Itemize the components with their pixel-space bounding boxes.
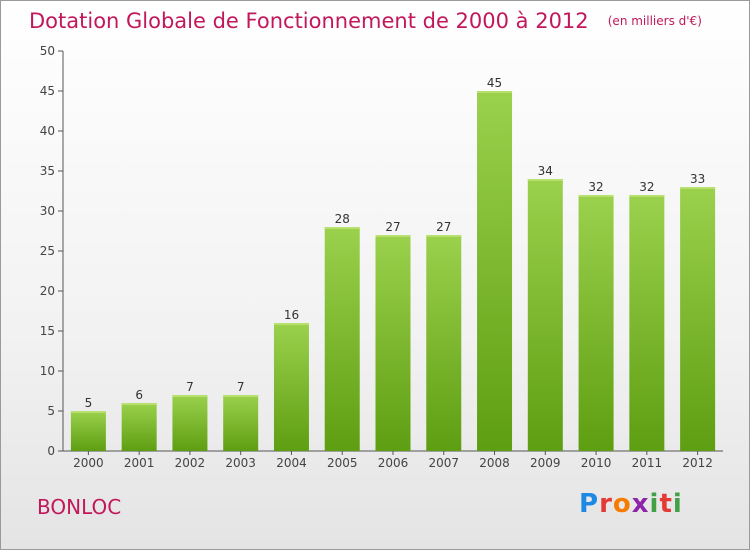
y-tick-label: 30 bbox=[40, 204, 55, 218]
y-tick-label: 0 bbox=[47, 444, 55, 458]
bar-top-edge bbox=[273, 323, 309, 325]
y-tick-label: 40 bbox=[40, 124, 55, 138]
x-tick-label: 2008 bbox=[479, 456, 510, 470]
y-tick-label: 25 bbox=[40, 244, 55, 258]
bar-2003 bbox=[223, 395, 259, 451]
logo-letter: P bbox=[579, 489, 600, 519]
commune-name: BONLOC bbox=[37, 495, 122, 519]
bar-top-edge bbox=[223, 395, 259, 397]
bar-top-edge bbox=[680, 187, 716, 189]
chart-subtitle: (en milliers d'€) bbox=[607, 14, 702, 28]
data-label: 7 bbox=[186, 380, 194, 394]
data-label: 34 bbox=[538, 164, 553, 178]
logo-letter: t bbox=[659, 489, 673, 519]
data-label: 16 bbox=[284, 308, 299, 322]
data-label: 32 bbox=[639, 180, 654, 194]
axes: 0 5 10 15 20 25 30 35 40 45 50 bbox=[40, 44, 723, 458]
chart-title: Dotation Globale de Fonctionnement de 20… bbox=[29, 9, 589, 33]
bar-2012 bbox=[680, 187, 716, 451]
data-label: 28 bbox=[335, 212, 350, 226]
bar-top-edge bbox=[477, 91, 513, 93]
bar-top-edge bbox=[172, 395, 208, 397]
bar-2004 bbox=[273, 323, 309, 451]
bar-top-edge bbox=[527, 179, 563, 181]
data-label: 6 bbox=[135, 388, 143, 402]
y-tick-label: 50 bbox=[40, 44, 55, 58]
bar-2000 bbox=[70, 411, 106, 451]
x-tick-label: 2005 bbox=[327, 456, 358, 470]
data-label: 5 bbox=[85, 396, 93, 410]
bar-top-edge bbox=[578, 195, 614, 197]
x-tick-label: 2012 bbox=[682, 456, 713, 470]
bar-2006 bbox=[375, 235, 411, 451]
x-tick-label: 2009 bbox=[530, 456, 561, 470]
bar-2002 bbox=[172, 395, 208, 451]
data-label: 27 bbox=[436, 220, 451, 234]
bar-2008 bbox=[477, 91, 513, 451]
bar-2009 bbox=[527, 179, 563, 451]
data-label: 7 bbox=[237, 380, 245, 394]
bar-top-edge bbox=[324, 227, 360, 229]
bar-2005 bbox=[324, 227, 360, 451]
y-tick-label: 15 bbox=[40, 324, 55, 338]
x-tick-label: 2001 bbox=[124, 456, 155, 470]
bar-2011 bbox=[629, 195, 665, 451]
bars bbox=[70, 91, 716, 451]
data-label: 32 bbox=[588, 180, 603, 194]
labels: 5 2000 6 2001 7 2002 7 2003 16 2004 28 2005 27 2006 27… bbox=[73, 76, 713, 470]
bar-top-edge bbox=[426, 235, 462, 237]
proxiti-logo[interactable]: Proxiti bbox=[579, 489, 683, 519]
x-tick-label: 2011 bbox=[632, 456, 663, 470]
x-tick-label: 2004 bbox=[276, 456, 307, 470]
x-tick-label: 2010 bbox=[581, 456, 612, 470]
data-label: 45 bbox=[487, 76, 502, 90]
bar-2010 bbox=[578, 195, 614, 451]
x-tick-label: 2000 bbox=[73, 456, 104, 470]
data-label: 27 bbox=[385, 220, 400, 234]
y-tick-label: 35 bbox=[40, 164, 55, 178]
bar-top-edge bbox=[629, 195, 665, 197]
logo-letter: x bbox=[631, 489, 650, 519]
logo-letter: i bbox=[649, 489, 660, 519]
y-tick-label: 20 bbox=[40, 284, 55, 298]
bar-2001 bbox=[121, 403, 157, 451]
bar-top-edge bbox=[70, 411, 106, 413]
logo-letter: o bbox=[612, 489, 632, 519]
x-tick-label: 2002 bbox=[175, 456, 206, 470]
x-tick-label: 2007 bbox=[428, 456, 459, 470]
logo-letter: r bbox=[599, 489, 613, 519]
bar-top-edge bbox=[375, 235, 411, 237]
y-tick-label: 10 bbox=[40, 364, 55, 378]
y-tick-label: 5 bbox=[47, 404, 55, 418]
title-row: Dotation Globale de Fonctionnement de 20… bbox=[29, 9, 702, 33]
data-label: 33 bbox=[690, 172, 705, 186]
x-tick-label: 2006 bbox=[378, 456, 409, 470]
logo-letter: i bbox=[672, 489, 683, 519]
bar-top-edge bbox=[121, 403, 157, 405]
x-tick-label: 2003 bbox=[225, 456, 256, 470]
y-tick-label: 45 bbox=[40, 84, 55, 98]
bar-2007 bbox=[426, 235, 462, 451]
